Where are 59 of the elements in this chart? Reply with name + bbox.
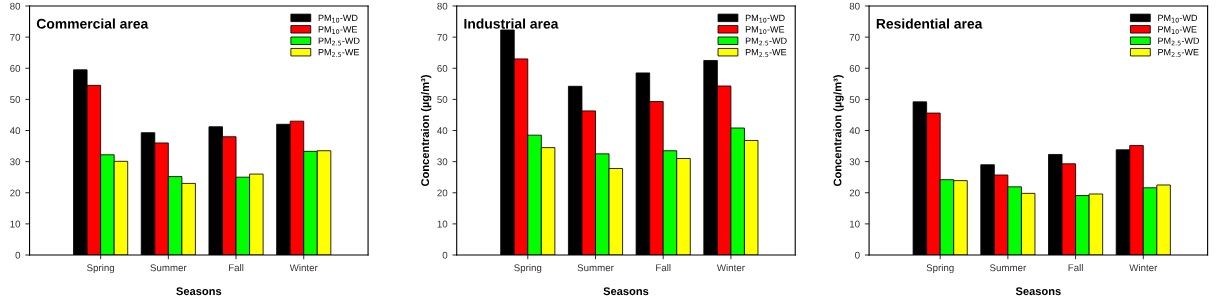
y-tick-label: 20 [849, 189, 860, 197]
legend-label: PM$_{2.5}$-WE [1158, 49, 1199, 57]
y-tick-label: 0 [442, 251, 448, 259]
x-tick-label: Summer [150, 264, 187, 272]
x-tick-label: Fall [229, 264, 244, 272]
y-tick-label: 50 [437, 96, 448, 103]
text: Commercial area [36, 18, 149, 29]
y-tick-label: 30 [849, 158, 860, 166]
y-tick-label: 0 [855, 251, 860, 259]
y-tick-label: 70 [10, 33, 21, 41]
y-tick-label: 60 [849, 64, 860, 72]
y-axis-title: Concentraion (µg/m³) [420, 75, 432, 187]
x-axis-title: Seasons [603, 287, 649, 296]
text: Industrial area [464, 18, 559, 29]
x-tick-label: Winter [289, 264, 318, 272]
legend-label: PM$_{10}$-WE [1158, 26, 1197, 34]
legend-label: PM$_{10}$-WD [745, 14, 785, 23]
x-tick-label: Spring [87, 264, 115, 274]
legend-label: PM$_{10}$-WE [318, 26, 358, 34]
y-tick-label: 0 [15, 251, 21, 259]
text: Residential area [876, 18, 983, 29]
x-tick-label: Spring [926, 264, 954, 274]
x-tick-label: Fall [656, 264, 671, 272]
legend-label: PM$_{2.5}$-WE [318, 49, 360, 57]
y-tick-label: 40 [437, 127, 448, 135]
y-tick-label: 50 [10, 96, 21, 103]
legend-label: PM$_{10}$-WD [1158, 14, 1198, 23]
y-tick-label: 70 [437, 33, 448, 41]
y-tick-label: 30 [10, 158, 21, 166]
y-tick-label: 10 [849, 220, 860, 228]
x-tick-label: Fall [1068, 264, 1083, 272]
y-tick-label: 40 [849, 127, 860, 135]
x-tick-label: Winter [716, 264, 745, 272]
y-tick-label: 80 [10, 2, 21, 10]
legend-label: PM$_{2.5}$-WD [318, 37, 360, 46]
y-tick-label: 80 [849, 2, 860, 10]
y-axis-title: Concentraion (µg/m³) [833, 75, 844, 187]
y-tick-label: 20 [437, 189, 448, 197]
legend-label: PM$_{2.5}$-WE [745, 49, 787, 57]
x-tick-label: Winter [1129, 264, 1158, 272]
y-tick-label: 80 [437, 2, 448, 10]
y-tick-label: 40 [9, 127, 21, 135]
y-tick-label: 10 [10, 220, 21, 228]
x-axis-title: Seasons [176, 287, 222, 296]
x-tick-label: Summer [989, 264, 1027, 272]
y-tick-label: 50 [849, 96, 860, 103]
y-tick-label: 60 [437, 64, 448, 72]
y-tick-label: 20 [10, 189, 21, 197]
y-tick-label: 30 [437, 158, 448, 166]
legend-label: PM$_{2.5}$-WD [1158, 37, 1200, 46]
x-tick-label: Spring [514, 264, 542, 274]
y-tick-label: 70 [849, 33, 860, 41]
x-tick-label: Summer [577, 264, 614, 272]
legend-label: PM$_{10}$-WD [318, 14, 358, 23]
x-axis-title: Seasons [1015, 287, 1061, 296]
y-tick-label: 10 [437, 220, 448, 228]
legend-label: PM$_{10}$-WE [745, 26, 785, 34]
y-tick-label: 60 [10, 64, 21, 72]
legend-label: PM$_{2.5}$-WD [745, 37, 787, 46]
